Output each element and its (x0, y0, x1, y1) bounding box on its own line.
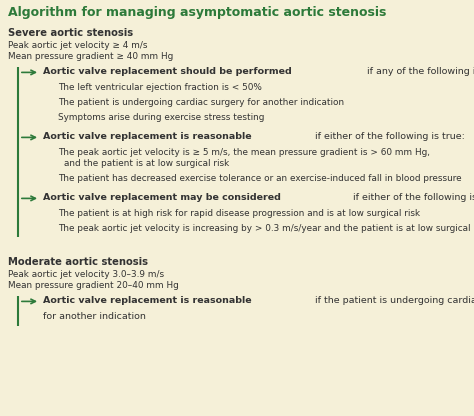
Text: The peak aortic jet velocity is ≥ 5 m/s, the mean pressure gradient is > 60 mm H: The peak aortic jet velocity is ≥ 5 m/s,… (58, 148, 430, 157)
Text: Algorithm for managing asymptomatic aortic stenosis: Algorithm for managing asymptomatic aort… (8, 6, 386, 19)
Text: Aortic valve replacement may be considered: Aortic valve replacement may be consider… (43, 193, 281, 202)
Text: if either of the following is true:: if either of the following is true: (312, 132, 465, 141)
Text: Aortic valve replacement is reasonable: Aortic valve replacement is reasonable (43, 132, 252, 141)
Text: The patient is at high risk for rapid disease progression and is at low surgical: The patient is at high risk for rapid di… (58, 209, 420, 218)
Text: for another indication: for another indication (43, 312, 146, 321)
Text: if any of the following is true:: if any of the following is true: (364, 67, 474, 76)
Text: Mean pressure gradient ≥ 40 mm Hg: Mean pressure gradient ≥ 40 mm Hg (8, 52, 173, 61)
Text: Mean pressure gradient 20–40 mm Hg: Mean pressure gradient 20–40 mm Hg (8, 281, 179, 290)
Text: Aortic valve replacement is reasonable: Aortic valve replacement is reasonable (43, 296, 252, 305)
Text: if the patient is undergoing cardiac surgery: if the patient is undergoing cardiac sur… (312, 296, 474, 305)
Text: Aortic valve replacement should be performed: Aortic valve replacement should be perfo… (43, 67, 292, 76)
Text: if either of the following is true:: if either of the following is true: (350, 193, 474, 202)
Text: The patient is undergoing cardiac surgery for another indication: The patient is undergoing cardiac surger… (58, 98, 344, 107)
Text: Peak aortic jet velocity ≥ 4 m/s: Peak aortic jet velocity ≥ 4 m/s (8, 41, 147, 50)
Text: The patient has decreased exercise tolerance or an exercise-induced fall in bloo: The patient has decreased exercise toler… (58, 174, 462, 183)
Text: and the patient is at low surgical risk: and the patient is at low surgical risk (64, 159, 229, 168)
Text: Severe aortic stenosis: Severe aortic stenosis (8, 28, 133, 38)
Text: The left ventricular ejection fraction is < 50%: The left ventricular ejection fraction i… (58, 83, 262, 92)
Text: The peak aortic jet velocity is increasing by > 0.3 m/s/year and the patient is : The peak aortic jet velocity is increasi… (58, 224, 474, 233)
Text: Moderate aortic stenosis: Moderate aortic stenosis (8, 257, 148, 267)
Text: Peak aortic jet velocity 3.0–3.9 m/s: Peak aortic jet velocity 3.0–3.9 m/s (8, 270, 164, 279)
Text: Symptoms arise during exercise stress testing: Symptoms arise during exercise stress te… (58, 113, 264, 122)
